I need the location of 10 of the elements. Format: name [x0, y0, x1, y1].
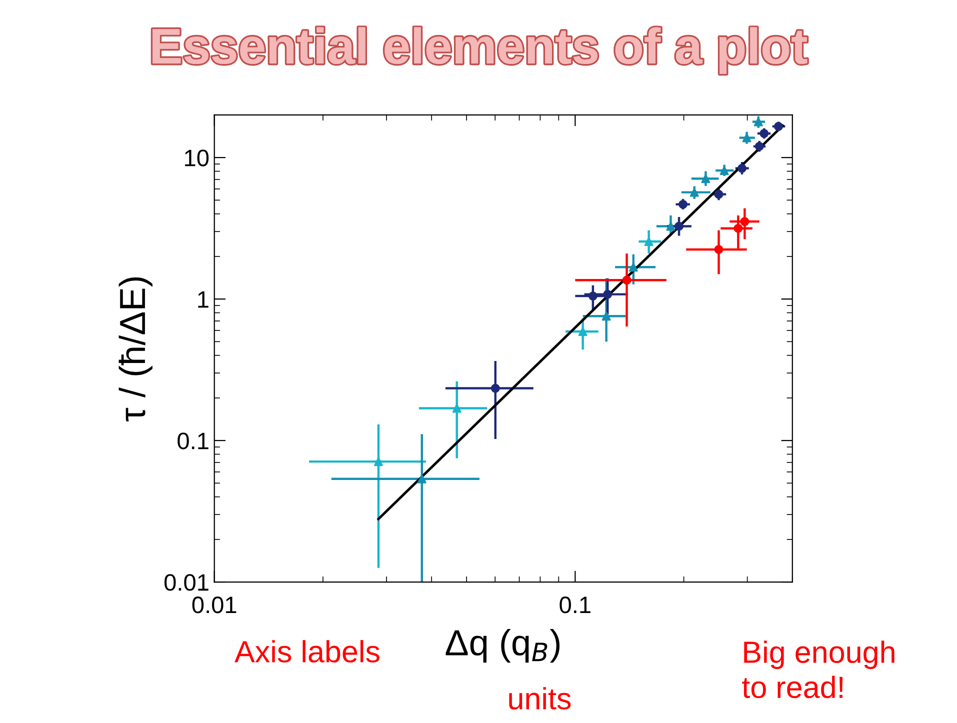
chart-title: Essential elements of a plot [152, 27, 808, 74]
text: units [509, 687, 571, 710]
y-tick-label: 10 [185, 150, 209, 166]
y-tick-label: 0.01 [164, 574, 208, 591]
x-axis-title: Δq (q$_{B}$) [446, 629, 560, 663]
y-tick-label: 0.1 [178, 432, 208, 450]
y-axis-title: τ / (ħ/ΔE) [118, 277, 152, 422]
text: Axis labels [234, 640, 380, 663]
text: Big enough to read! [742, 640, 894, 698]
y-tick-label: 1 [198, 291, 208, 308]
